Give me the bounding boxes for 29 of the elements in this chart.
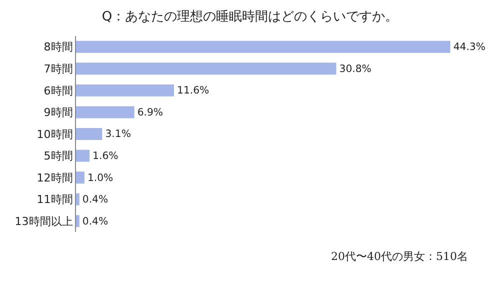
- data-label: 1.0%: [87, 172, 114, 184]
- y-tick-label: 12時間: [36, 171, 73, 184]
- y-tick-label: 6時間: [44, 84, 73, 98]
- bar: [76, 40, 450, 53]
- y-tick-label: 13時間以上: [14, 214, 73, 228]
- data-label: 0.4%: [82, 216, 108, 228]
- data-label: 6.9%: [137, 107, 164, 118]
- bar: [76, 84, 174, 96]
- data-label: 3.1%: [105, 129, 132, 140]
- text: 20代〜40代の男女：510名: [331, 250, 468, 263]
- data-label: 1.6%: [92, 151, 119, 162]
- bar: [76, 150, 90, 162]
- y-tick-label: 11時間: [36, 193, 73, 206]
- data-label: 30.8%: [339, 64, 372, 75]
- y-tick-label: 7時間: [44, 62, 73, 76]
- data-label: 11.6%: [177, 86, 210, 97]
- data-label: 44.3%: [453, 42, 486, 54]
- y-tick-label: 10時間: [36, 128, 73, 141]
- y-tick-label: 8時間: [44, 40, 73, 54]
- data-label: 0.4%: [82, 194, 108, 206]
- bar: [76, 62, 336, 75]
- chart-title: Q：あなたの理想の睡眠時間はどのくらいですか。: [102, 9, 398, 24]
- bar: [76, 193, 80, 206]
- bar: [76, 106, 134, 118]
- bar: [76, 215, 80, 228]
- bar: [76, 172, 84, 184]
- y-tick-label: 5時間: [44, 150, 73, 163]
- bar: [76, 128, 102, 140]
- y-tick-label: 9時間: [44, 106, 73, 120]
